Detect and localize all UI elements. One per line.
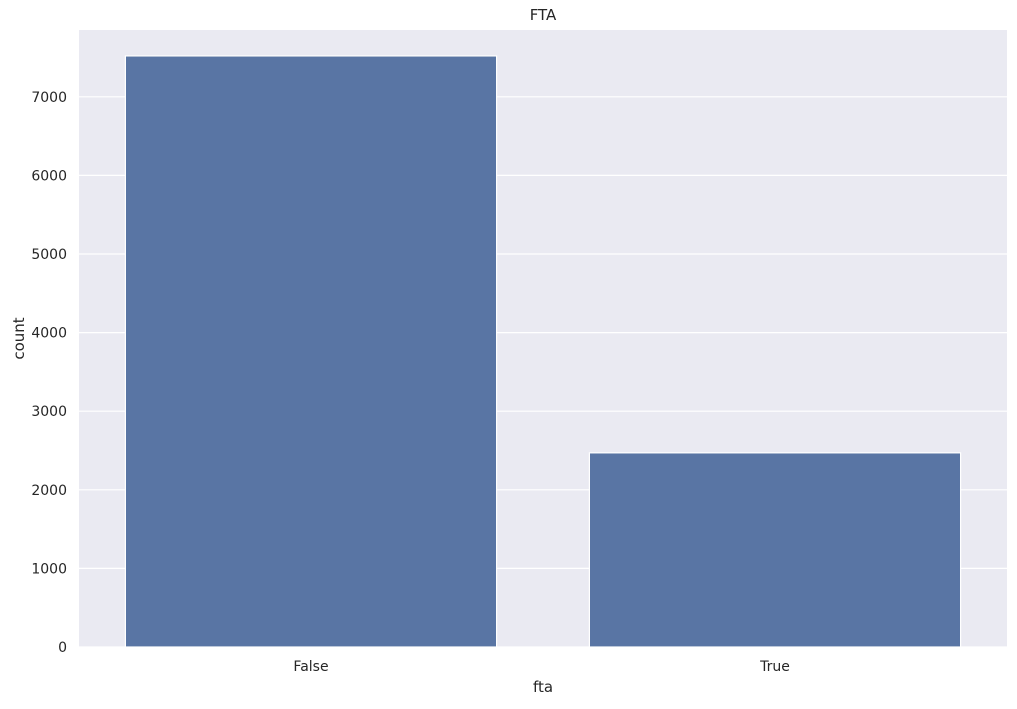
bar-true xyxy=(588,452,962,648)
x-tick-label: False xyxy=(293,659,328,675)
x-axis-label: fta xyxy=(533,678,553,696)
y-tick-label: 6000 xyxy=(31,168,67,184)
y-tick-label: 1000 xyxy=(31,561,67,577)
y-tick-label: 7000 xyxy=(31,90,67,106)
y-axis-ticks: 0 1000 2000 3000 4000 5000 6000 7000 xyxy=(31,90,67,656)
x-tick-label: True xyxy=(759,659,790,675)
y-tick-label: 2000 xyxy=(31,483,67,499)
y-tick-label: 3000 xyxy=(31,404,67,420)
y-axis-label: count xyxy=(10,317,28,359)
chart-title: FTA xyxy=(530,6,557,24)
x-axis-ticks: False True xyxy=(293,659,789,675)
y-tick-label: 0 xyxy=(58,640,67,656)
y-tick-label: 4000 xyxy=(31,326,67,342)
bars xyxy=(124,55,962,648)
y-tick-label: 5000 xyxy=(31,247,67,263)
bar-false xyxy=(124,55,498,648)
